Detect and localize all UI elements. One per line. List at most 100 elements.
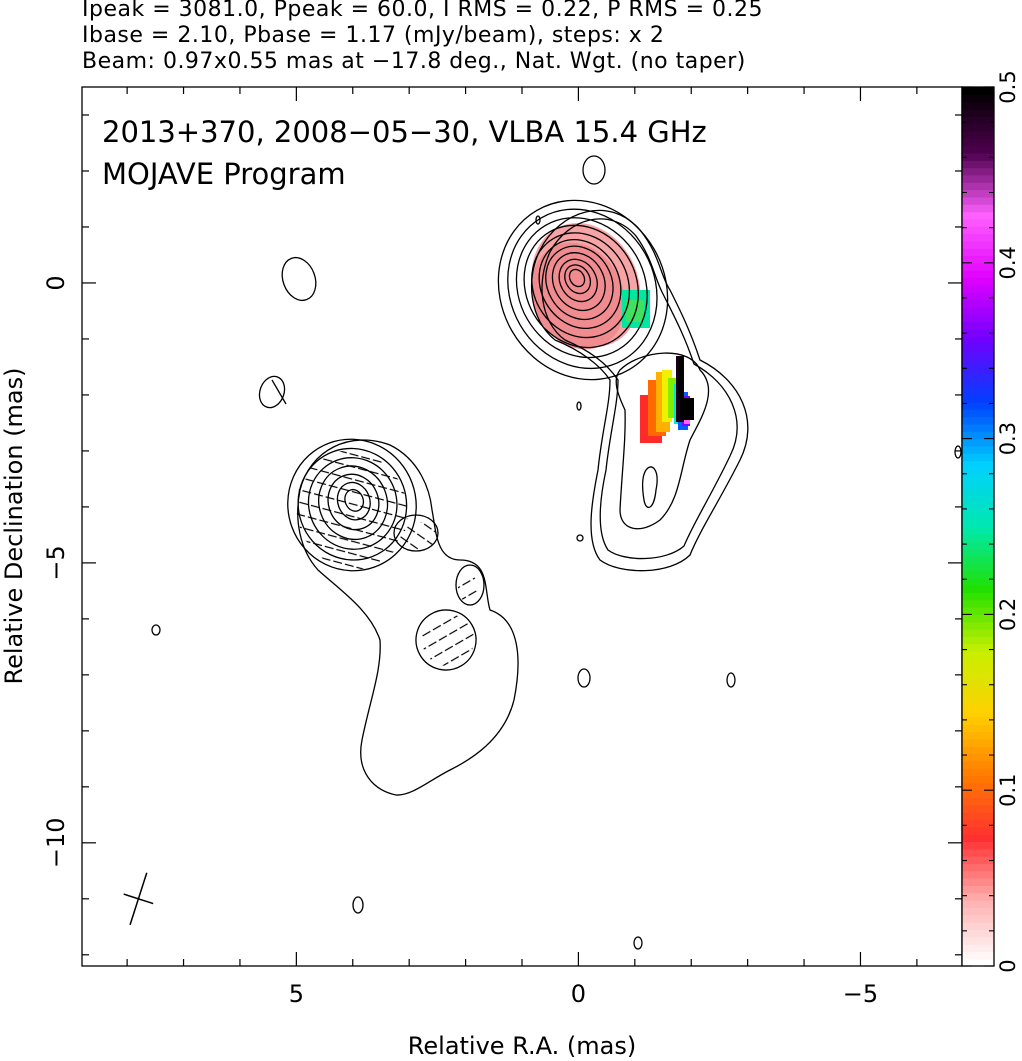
colorbar-step (962, 687, 994, 696)
noise-contour (582, 155, 606, 185)
colorbar-step (962, 709, 994, 718)
x-tick-label: 0 (571, 980, 586, 1008)
y-tick-label: 0 (42, 275, 70, 290)
colorbar-tick-label: 0.5 (996, 70, 1020, 103)
colorbar-step (962, 248, 994, 257)
colorbar-step (962, 775, 994, 784)
colorbar-step (962, 782, 994, 791)
colorbar-tick-label: 0.4 (996, 246, 1020, 279)
colorbar-step (962, 834, 994, 843)
colorbar-step (962, 629, 994, 637)
jet-contour (530, 209, 749, 572)
colorbar-step (962, 797, 994, 806)
x-tick-label: −5 (843, 980, 878, 1008)
beam-minor-axis (123, 893, 154, 905)
core-contour (515, 217, 648, 359)
y-tick-label: −10 (42, 817, 70, 868)
y-axis-label: Relative Declination (mas) (0, 367, 28, 684)
fpol-jet-bend-cell (668, 378, 676, 418)
colorbar-step (962, 328, 994, 337)
x-axis-label: Relative R.A. (mas) (408, 1032, 636, 1060)
colorbar-step (962, 929, 994, 938)
core-contour (531, 232, 631, 339)
colorbar-step (962, 607, 994, 615)
core-contour (538, 238, 622, 330)
colorbar-step (962, 665, 994, 674)
colorbar-step (962, 152, 994, 161)
y-tick-labels: 0 −5 −10 (42, 275, 70, 868)
colorbar-step (962, 753, 994, 762)
colorbar-step (962, 900, 994, 908)
colorbar-step (962, 577, 994, 586)
jet-contour (541, 218, 738, 560)
colorbar-step (962, 240, 994, 249)
colorbar-step (962, 336, 994, 344)
colorbar-step (962, 526, 994, 535)
colorbar-step (962, 284, 994, 293)
colorbar-step (962, 394, 994, 403)
header-line-2: Ibase = 2.10, Pbase = 1.17 (mJy/beam), s… (82, 23, 665, 48)
colorbar-step (962, 636, 994, 645)
noise-contour (954, 445, 962, 459)
colorbar-step (962, 804, 994, 813)
colorbar-step (962, 673, 994, 681)
colorbar-step (962, 768, 994, 777)
colorbar-step (962, 314, 994, 322)
fpol-core-patch-inner (531, 242, 625, 350)
noise-contour (633, 936, 643, 950)
colorbar-step (962, 951, 994, 960)
colorbar-step (962, 460, 994, 469)
colorbar-step (962, 651, 994, 659)
colorbar-step (962, 599, 994, 608)
y-tick-label: −5 (42, 545, 70, 580)
colorbar-step (962, 716, 994, 725)
colorbar (961, 86, 995, 967)
colorbar-step (962, 878, 994, 887)
core-contour (545, 245, 614, 321)
noise-contour (576, 401, 582, 411)
colorbar-step (962, 519, 994, 528)
colorbar-tick-labels: 0 0.1 0.2 0.3 0.4 0.5 (996, 70, 1020, 972)
colorbar-step (962, 467, 994, 476)
colorbar-step (962, 680, 994, 689)
knot-contour-sub (415, 609, 477, 671)
colorbar-step (962, 299, 994, 308)
colorbar-step (962, 570, 994, 579)
knot-polarization-vectors (458, 574, 478, 602)
colorbar-step (962, 760, 994, 769)
core-contour (564, 264, 592, 295)
colorbar-step (962, 592, 994, 601)
colorbar-step (962, 321, 994, 330)
colorbar-tick-label: 0.3 (996, 422, 1020, 455)
colorbar-step (962, 123, 994, 132)
colorbar-step (962, 621, 994, 630)
colorbar-step (962, 189, 994, 198)
polarization-vector-layer (271, 357, 684, 666)
colorbar-step (962, 497, 994, 506)
colorbar-step (962, 746, 994, 755)
knot-contour (287, 438, 417, 572)
noise-contour (352, 896, 364, 914)
noise-contour (726, 672, 736, 688)
colorbar-step (962, 350, 994, 359)
axis-ticks (82, 87, 962, 966)
fpol-inner-jet-patch-core (626, 300, 644, 322)
colorbar-step (962, 482, 994, 491)
colorbar-step (962, 270, 994, 279)
colorbar-step (962, 101, 994, 110)
colorbar-step (962, 387, 994, 396)
core-contour (551, 252, 606, 312)
colorbar-step (962, 812, 994, 821)
colorbar-step (962, 658, 994, 667)
colorbar-step (962, 255, 994, 264)
colorbar-step (962, 958, 994, 967)
colorbar-step (962, 108, 994, 117)
knot-contour-outer (297, 439, 519, 796)
noise-contour (258, 375, 286, 409)
core-contour (523, 224, 639, 349)
colorbar-step (962, 380, 994, 388)
beam-symbol (123, 872, 154, 926)
colorbar-step (962, 233, 994, 242)
plot-frame (81, 86, 963, 967)
